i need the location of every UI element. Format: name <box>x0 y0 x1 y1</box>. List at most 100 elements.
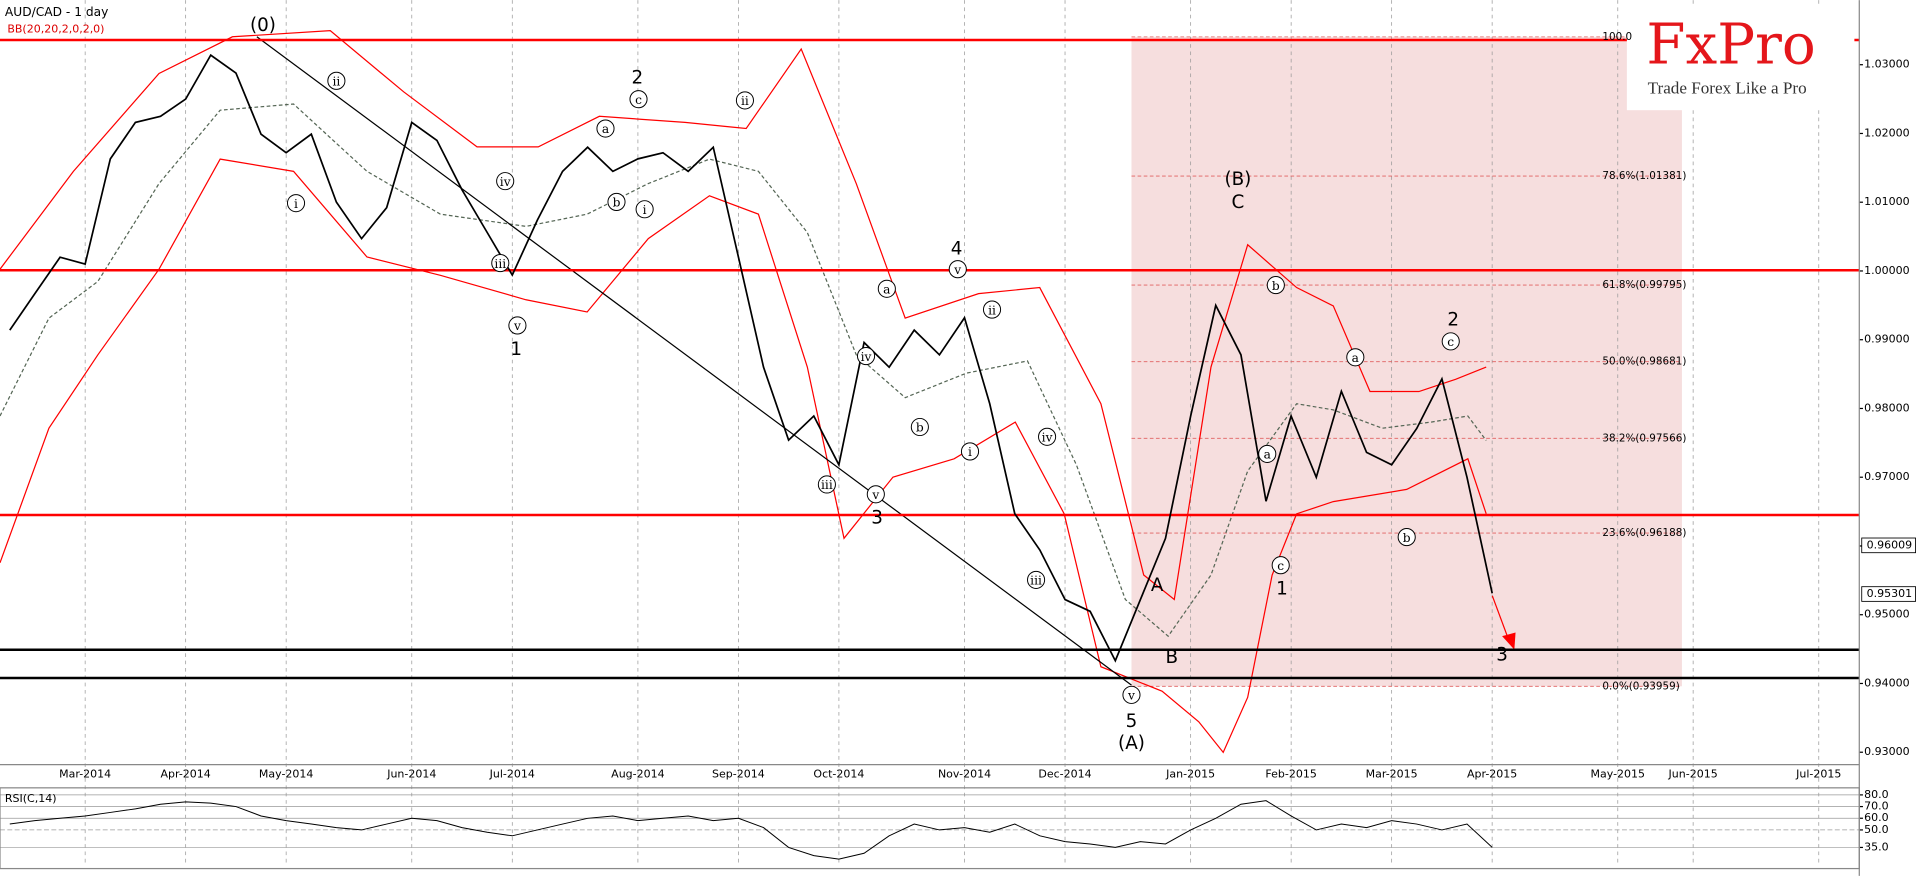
wave-label: b <box>613 196 621 210</box>
wave-label: a <box>602 122 609 136</box>
wave-label: (A) <box>1118 733 1145 754</box>
wave-label: ii <box>332 75 340 89</box>
wave-circle <box>635 200 654 219</box>
x-tick-label: May-2015 <box>1591 767 1646 780</box>
y-tick-label: 0.94000 <box>1864 676 1909 689</box>
wave-label: ii <box>988 303 996 317</box>
wave-label: ii <box>741 94 749 108</box>
wave-circle <box>1027 570 1046 589</box>
wave-label: v <box>1127 689 1135 703</box>
wave-circle <box>817 475 836 494</box>
y-tick-label: 0.95000 <box>1864 608 1909 621</box>
wave-label: 3 <box>871 508 883 529</box>
wave-circle <box>1441 332 1460 351</box>
x-tick-label: Nov-2014 <box>938 767 991 780</box>
fib-label: 38.2%(0.97566) <box>1602 432 1686 444</box>
wave-label: iv <box>1042 430 1053 444</box>
x-tick-label: Feb-2015 <box>1265 767 1316 780</box>
logo-background <box>1626 4 1855 111</box>
wave-label: iii <box>1030 574 1042 588</box>
wave-circle <box>948 260 967 279</box>
y-tick-label: 1.01000 <box>1864 195 1909 208</box>
x-tick-label: Jul-2014 <box>489 767 535 780</box>
wave-label: iv <box>861 350 872 364</box>
wave-label: b <box>1272 279 1280 293</box>
wave-circle <box>1271 556 1290 575</box>
wave-circle <box>286 194 306 213</box>
wave-label: a <box>883 282 890 296</box>
x-tick-label: Sep-2014 <box>712 767 765 780</box>
wave-circle <box>496 172 515 191</box>
rsi-panel-border <box>0 787 1860 870</box>
y-tick-label: 0.98000 <box>1864 401 1909 414</box>
wave-circle <box>960 442 980 461</box>
wave-circle <box>910 417 929 437</box>
x-tick-label: Oct-2014 <box>813 767 864 780</box>
wave-circle <box>856 346 876 366</box>
wave-circle <box>327 71 346 90</box>
y-tick-label: 80.0 <box>1864 788 1889 801</box>
x-tick-label: Aug-2014 <box>611 767 664 780</box>
wave-label: iii <box>494 257 506 271</box>
wave-label: 1 <box>1276 579 1288 600</box>
wave-circle <box>877 279 896 298</box>
wave-label: c <box>1277 559 1284 573</box>
wave-circle <box>508 316 527 335</box>
wave-circle <box>596 119 615 138</box>
wave-label: 3 <box>1496 645 1508 666</box>
wave-label: a <box>1352 351 1359 365</box>
x-tick-label: Dec-2014 <box>1038 767 1091 780</box>
fib-label: 78.6%(1.01381) <box>1602 170 1686 182</box>
x-tick-label: Jun-2014 <box>386 767 436 780</box>
y-tick-label: 0.99000 <box>1864 333 1909 346</box>
price-line <box>9 53 1494 663</box>
brand: FxPro <box>1646 13 1815 78</box>
wave-circle <box>1266 276 1285 295</box>
wave-label: B <box>1166 647 1179 668</box>
indicator-label: BB(20,20,2,0,2,0) <box>7 22 104 35</box>
wave-label: 2 <box>1447 310 1459 331</box>
y-tick-label: 35.0 <box>1864 840 1889 853</box>
bollinger-upper <box>0 30 1487 601</box>
fib-label: 61.8%(0.99795) <box>1602 279 1686 291</box>
y-tick-label: 0.93000 <box>1864 745 1909 758</box>
price-tag: 0.95301 <box>1867 587 1912 600</box>
price-tag-box <box>1861 586 1916 602</box>
price-tag: 0.96009 <box>1867 538 1912 551</box>
y-tick-label: 60.0 <box>1864 811 1889 824</box>
wave-label: i <box>968 445 972 459</box>
wave-label: (B) <box>1224 169 1251 190</box>
wave-circle <box>607 192 626 211</box>
x-tick-label: Jul-2015 <box>1795 767 1841 780</box>
wave-circle <box>1346 348 1365 367</box>
projection-arrowhead <box>1502 632 1516 650</box>
y-tick-label: 0.97000 <box>1864 470 1909 483</box>
wave-label: i <box>294 197 298 211</box>
price-tag-box <box>1861 537 1916 554</box>
rsi-line <box>9 800 1493 860</box>
y-tick-label: 1.00000 <box>1864 264 1909 277</box>
x-tick-label: Jan-2015 <box>1165 767 1215 780</box>
y-tick-label: 70.0 <box>1864 800 1889 813</box>
wave-circle <box>1397 528 1416 547</box>
fib-label: 0.0%(0.93959) <box>1602 680 1679 692</box>
wave-label: C <box>1231 192 1244 213</box>
x-tick-label: Apr-2015 <box>1467 767 1517 780</box>
wave-label: v <box>953 263 961 277</box>
x-tick-label: Apr-2014 <box>161 767 211 780</box>
wave-circle <box>866 485 885 504</box>
trend-line <box>256 36 1132 686</box>
logo: FxPro Trade Forex Like a Pro <box>1626 4 1855 111</box>
wave-circle <box>1258 444 1277 463</box>
fib-label: 23.6%(0.96188) <box>1602 527 1686 539</box>
plot-layer <box>0 38 1860 860</box>
wave-label: (0) <box>250 15 276 36</box>
fib-label: 50.0%(0.98681) <box>1602 356 1686 368</box>
wave-label: 4 <box>951 239 963 260</box>
x-tick-label: May-2014 <box>259 767 314 780</box>
wave-label: v <box>871 488 879 502</box>
wave-label: b <box>916 421 924 435</box>
wave-label: b <box>1403 531 1411 545</box>
wave-circle <box>491 254 510 273</box>
wave-label: 1 <box>510 339 522 360</box>
